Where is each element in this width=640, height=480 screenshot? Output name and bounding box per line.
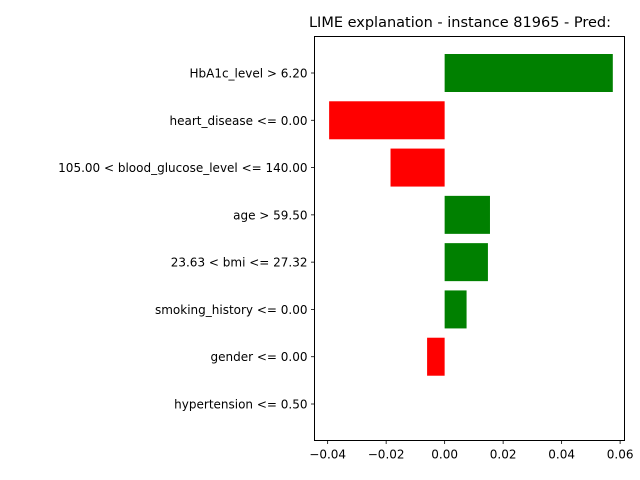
- bar-0: [444, 54, 613, 92]
- y-tick-label-6: gender <= 0.00: [211, 350, 308, 364]
- bar-5: [444, 290, 467, 329]
- x-tick-label-0: −0.04: [309, 448, 346, 462]
- y-tick-label-4: 23.63 < bmi <= 27.32: [171, 256, 308, 270]
- x-tick-label-1: −0.02: [368, 448, 405, 462]
- plot-frame: [314, 36, 625, 441]
- x-axis-ticks: −0.04 −0.02 0.00 0.02 0.04 0.06: [309, 440, 634, 462]
- bar-1: [329, 101, 445, 140]
- y-tick-label-7: hypertension <= 0.50: [174, 398, 307, 412]
- y-tick-label-2: 105.00 < blood_glucose_level <= 140.00: [58, 161, 307, 175]
- bar-6: [427, 337, 445, 376]
- bar-2: [390, 148, 445, 187]
- y-tick-label-3: age > 59.50: [233, 208, 307, 222]
- x-tick-label-4: 0.04: [548, 448, 575, 462]
- y-tick-label-5: smoking_history <= 0.00: [155, 303, 308, 317]
- x-tick-label-5: 0.06: [607, 448, 634, 462]
- x-tick-label-2: 0.00: [431, 448, 458, 462]
- bars-group: [329, 54, 613, 376]
- y-tick-label-0: HbA1c_level > 6.20: [189, 67, 307, 81]
- x-tick-label-3: 0.02: [490, 448, 517, 462]
- y-tick-label-1: heart_disease <= 0.00: [169, 114, 307, 128]
- chart-title: LIME explanation - instance 81965 - Pred…: [309, 15, 611, 31]
- bar-3: [444, 195, 490, 234]
- bar-4: [444, 243, 488, 282]
- y-axis-ticks: HbA1c_level > 6.20 heart_disease <= 0.00 1…: [58, 67, 315, 412]
